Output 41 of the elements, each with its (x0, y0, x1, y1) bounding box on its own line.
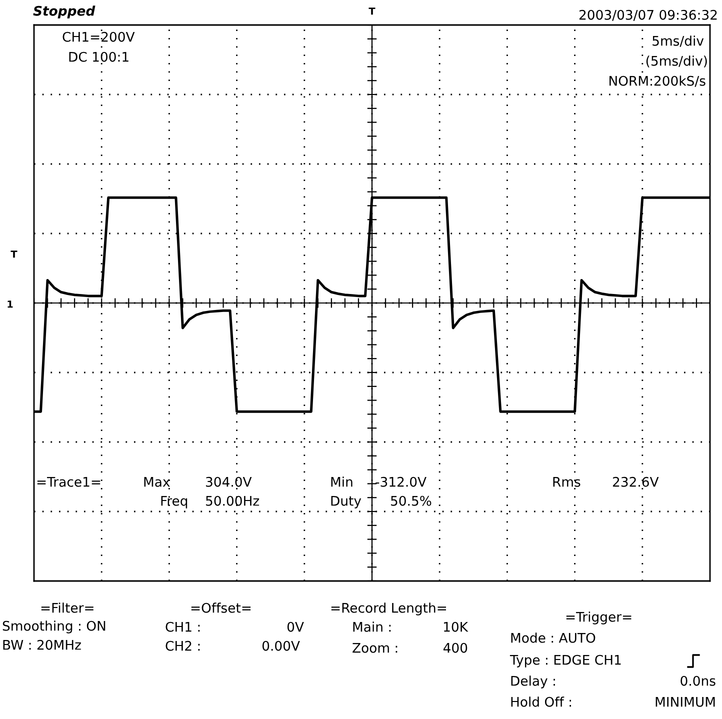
text: -312.0V (376, 476, 426, 487)
text: CH2 : (166, 640, 200, 651)
text: Max (144, 477, 170, 487)
text: Delay : (511, 676, 555, 688)
text: (5ms/div) (646, 56, 707, 68)
text: 50.00Hz (206, 496, 260, 506)
text: T (10, 250, 18, 258)
text: 0.0ns (680, 676, 716, 686)
text: =Trace1= (37, 477, 100, 487)
text: Smoothing : ON (2, 620, 106, 634)
text: BW : 20MHz (3, 640, 81, 650)
text: 232.6V (612, 476, 659, 487)
text: Freq (161, 496, 188, 508)
text: Rms (553, 477, 580, 487)
text: Stopped (33, 6, 96, 18)
text: Zoom : (352, 643, 398, 653)
text: Mode : AUTO (511, 632, 596, 643)
text: Type : EDGE CH1 (510, 654, 621, 668)
text: 0.00V (262, 640, 300, 651)
text: Hold Off : (511, 696, 572, 707)
text: Duty (331, 496, 362, 508)
text: 2003/03/07 09:36:32 (579, 10, 717, 21)
text: CH1 : (166, 622, 200, 632)
text: 1 (8, 300, 13, 308)
text: T (368, 8, 376, 15)
text: Main : (353, 622, 391, 632)
text: NORM:200kS/s (610, 76, 706, 87)
text: 5ms/div (652, 36, 704, 47)
text: 10K (444, 622, 468, 632)
text: DC 100:1 (69, 52, 128, 62)
text: MINIMUM (656, 697, 715, 707)
text: =Record Length= (331, 602, 446, 616)
text: =Offset= (191, 602, 251, 613)
text: =Filter= (41, 602, 94, 613)
text: CH1=200V (62, 32, 135, 42)
text: Min (331, 476, 352, 487)
text: 50.5% (391, 496, 432, 506)
text: 0V (287, 622, 304, 632)
text: =Trigger= (566, 612, 632, 624)
text: 400 (443, 642, 468, 653)
text: 304.0V (206, 476, 252, 487)
